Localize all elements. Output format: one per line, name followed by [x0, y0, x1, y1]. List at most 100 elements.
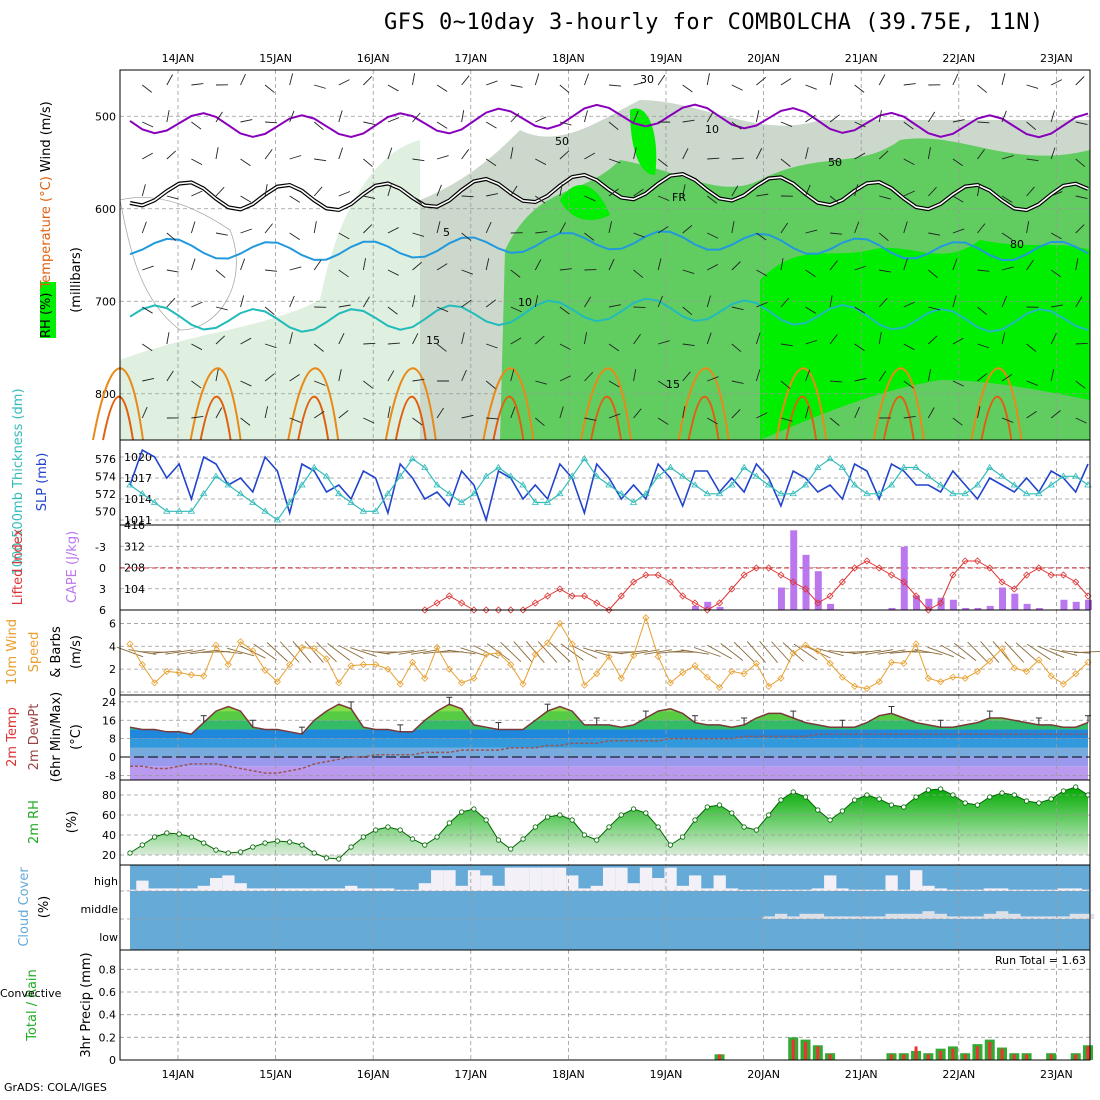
thickness-point [764, 481, 773, 488]
temperature-band [130, 766, 1088, 780]
lifted-index-point [556, 585, 564, 593]
wind-barb [903, 158, 915, 166]
cloud-gap-bar [418, 883, 432, 891]
wind-barb [928, 186, 937, 197]
cloud-gap-bar [897, 889, 911, 891]
rh-point [618, 812, 624, 818]
cloud-gap-bar [308, 888, 321, 891]
date-tick-bottom: 21JAN [845, 1068, 878, 1081]
wind-barb-10m [1015, 642, 1038, 662]
precip-convective-bar [939, 1050, 943, 1060]
date-tick-top: 22JAN [942, 52, 975, 65]
wind-barb-10m [571, 645, 598, 659]
lifted-index-point [1035, 564, 1043, 572]
thickness-point [384, 489, 392, 497]
wind-barb [805, 184, 811, 197]
wind-barb [584, 152, 596, 160]
wind-barb-10m [473, 645, 499, 659]
rh-shade-bright [760, 240, 1090, 440]
lifted-index-point [666, 578, 674, 586]
wind-speed-point [224, 661, 232, 669]
wind-speed-point [973, 667, 982, 675]
wind-barb [191, 343, 203, 351]
cloud-gap-bar [590, 885, 604, 891]
temperature-axis-label: (6hr Min/Max) [49, 692, 64, 782]
cloud-gap-bar [750, 889, 763, 891]
wind-barb [166, 150, 177, 160]
wind-barb [1001, 332, 1006, 345]
wind-speed-point [801, 641, 810, 649]
rh-point [299, 842, 305, 848]
temperature-isoline [482, 367, 535, 441]
wind-barb [706, 332, 712, 345]
temperature-isoline [677, 367, 730, 441]
wind-speed-point [605, 653, 613, 661]
wind-barb-10m [967, 641, 988, 663]
wind-barb [534, 259, 542, 271]
cape-bar [1035, 607, 1043, 610]
wind-speed-point [212, 641, 220, 649]
wind-speed-point [703, 673, 711, 681]
wind-barb-10m [1049, 648, 1078, 656]
precip-tick-label: 0.4 [99, 1009, 117, 1022]
wind-barb [1026, 221, 1030, 234]
cloud-gap-bar [566, 875, 579, 891]
date-tick-bottom: 23JAN [1040, 1068, 1073, 1081]
cape-tick-label: 104 [124, 583, 145, 596]
cape-bar [1060, 599, 1068, 610]
lifted-index-point [765, 564, 773, 572]
wind-barb [952, 295, 957, 308]
wind-barb [608, 304, 621, 308]
rh-point [139, 842, 145, 848]
wind-speed-point [691, 662, 699, 670]
wind-barb-10m [226, 647, 255, 657]
slp-line [129, 448, 1089, 523]
thickness-line [129, 457, 1089, 521]
lifted-index-point [949, 571, 957, 579]
wind-barb-10m [759, 640, 779, 664]
wind-barb [559, 343, 571, 350]
precip-legend-total: Total / Rain [25, 969, 40, 1042]
rh-point [311, 850, 317, 856]
wind-barb [903, 121, 914, 130]
rh-point [606, 824, 612, 830]
cloud-gap-bar [627, 883, 640, 891]
thickness-point [678, 472, 687, 479]
cape-bar [937, 597, 945, 610]
date-tick-bottom: 17JAN [454, 1068, 487, 1081]
rh-point [852, 797, 858, 803]
wind-barb [584, 417, 597, 421]
cloud-gap-bar [529, 867, 542, 891]
cloud-gap-bar [959, 916, 972, 919]
lifted-index-point [863, 557, 871, 565]
wind-barb [903, 190, 915, 197]
cloud-gap-bar [860, 916, 874, 919]
rh-point [495, 837, 502, 843]
wind-speed-point [187, 671, 195, 679]
lifted-index-point [1072, 578, 1080, 586]
thickness-point [212, 472, 220, 479]
date-tick-top: 17JAN [454, 52, 487, 65]
wind-speed-point [531, 650, 539, 658]
wind-barb [1075, 417, 1087, 424]
wind-speed-point [396, 680, 404, 688]
contour-label: 15 [666, 378, 680, 391]
wind-barb-10m [338, 644, 364, 660]
wind-barb [977, 121, 990, 124]
cloud-gap-bar [848, 916, 861, 919]
date-tick-top: 19JAN [650, 52, 683, 65]
thickness-point [826, 454, 834, 462]
wind-speed-point [715, 683, 724, 691]
wind-barb [436, 155, 449, 160]
wind-barb [903, 258, 908, 271]
precip-convective-bar [804, 1041, 808, 1060]
cloud-gap-bar [431, 870, 444, 891]
wind-barb [756, 301, 768, 308]
wind-barb [363, 342, 376, 345]
wind-barb [510, 406, 516, 419]
contour-label: FR [672, 191, 686, 204]
wind-barb [436, 263, 448, 271]
thickness-point [912, 463, 920, 470]
cloud-gap-bar [1069, 888, 1083, 891]
wind-barb [166, 110, 170, 123]
